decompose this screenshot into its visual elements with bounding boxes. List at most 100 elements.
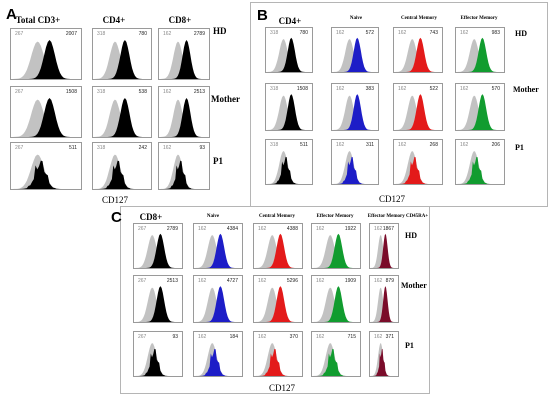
stained-mfi-label: 743 <box>429 30 438 36</box>
stained-mfi-label: 4727 <box>226 278 238 284</box>
isotype-mfi-label: 162 <box>163 145 172 151</box>
stained-curve <box>194 286 242 322</box>
stained-curve <box>93 160 151 189</box>
stained-curve <box>254 348 302 376</box>
histogram-c-mother-effector-memory-cd45ra: 162 879 <box>369 275 399 323</box>
histogram-b-mother-cd4: 318 1508 <box>265 83 313 131</box>
panel-a: A Total CD3+ CD4+ CD8+ HD Mother P1 CD12… <box>2 2 245 207</box>
stained-mfi-label: 2513 <box>166 278 178 284</box>
isotype-mfi-label: 162 <box>374 334 383 340</box>
histogram-plot <box>266 94 312 130</box>
panel-a-col-cd4: CD4+ <box>102 15 126 25</box>
histogram-a-hd-cd8: 162 2789 <box>158 28 210 80</box>
isotype-curve <box>254 235 302 268</box>
histogram-plot <box>93 154 151 189</box>
histogram-c-hd-naive: 162 4384 <box>193 223 243 269</box>
isotype-curve <box>456 95 504 130</box>
histogram-b-hd-cd4: 318 780 <box>265 27 313 73</box>
histogram-plot <box>394 37 442 72</box>
histogram-b-p1-central-memory: 162 268 <box>393 139 443 185</box>
stained-curve <box>312 286 360 322</box>
histogram-plot <box>134 233 182 268</box>
histogram-plot <box>312 286 360 322</box>
isotype-curve <box>159 99 209 137</box>
isotype-curve <box>11 99 81 137</box>
stained-mfi-label: 780 <box>299 30 308 36</box>
isotype-curve <box>456 39 504 72</box>
panel-a-col-cd8: CD8+ <box>168 15 192 25</box>
isotype-mfi-label: 318 <box>97 31 106 37</box>
histogram-b-p1-naive: 162 311 <box>331 139 379 185</box>
histogram-c-hd-cd8: 267 2789 <box>133 223 183 269</box>
isotype-curve <box>194 287 242 322</box>
stained-mfi-label: 1508 <box>296 86 308 92</box>
stained-curve <box>370 233 398 268</box>
stained-mfi-label: 511 <box>300 142 308 148</box>
stained-curve <box>134 348 182 376</box>
isotype-mfi-label: 162 <box>336 30 345 36</box>
histogram-c-p1-central-memory: 162 370 <box>253 331 303 377</box>
histogram-b-mother-effector-memory: 162 570 <box>455 83 505 131</box>
stained-mfi-label: 879 <box>385 278 394 284</box>
histogram-plot <box>194 233 242 268</box>
isotype-mfi-label: 162 <box>374 278 383 284</box>
panel-c: C CD8+ Naive Central Memory Effector Mem… <box>111 206 430 394</box>
panel-b-row-mother: Mother <box>513 85 539 94</box>
histogram-b-mother-naive: 162 383 <box>331 83 379 131</box>
isotype-mfi-label: 162 <box>460 142 469 148</box>
stained-mfi-label: 4384 <box>226 226 238 232</box>
stained-curve <box>456 37 504 72</box>
panel-b-row-hd: HD <box>515 29 527 38</box>
histogram-b-hd-effector-memory: 162 983 <box>455 27 505 73</box>
isotype-curve <box>11 41 81 79</box>
histogram-plot <box>11 98 81 137</box>
isotype-curve <box>332 95 378 130</box>
histogram-plot <box>93 98 151 137</box>
histogram-a-p1-cd4: 318 242 <box>92 142 152 190</box>
isotype-curve <box>394 151 442 184</box>
panel-b-row-p1: P1 <box>515 143 524 152</box>
histogram-a-hd-total-cd3: 267 2007 <box>10 28 82 80</box>
isotype-curve <box>93 41 151 79</box>
isotype-curve <box>370 343 398 376</box>
histogram-a-mother-cd4: 318 538 <box>92 86 152 138</box>
histogram-b-hd-naive: 162 572 <box>331 27 379 73</box>
histogram-plot <box>254 286 302 322</box>
histogram-plot <box>456 151 504 184</box>
isotype-mfi-label: 318 <box>97 89 106 95</box>
isotype-curve <box>266 39 312 72</box>
stained-mfi-label: 1508 <box>65 89 77 95</box>
isotype-mfi-label: 267 <box>138 226 147 232</box>
histogram-a-mother-cd8: 162 2513 <box>158 86 210 138</box>
histogram-c-hd-central-memory: 162 4388 <box>253 223 303 269</box>
stained-mfi-label: 522 <box>429 86 438 92</box>
panel-a-row-hd: HD <box>213 26 227 36</box>
histogram-plot <box>332 94 378 130</box>
isotype-mfi-label: 267 <box>15 31 24 37</box>
stained-mfi-label: 2789 <box>193 31 205 37</box>
isotype-curve <box>266 151 312 184</box>
isotype-curve <box>312 235 360 268</box>
stained-curve <box>312 348 360 376</box>
isotype-curve <box>159 154 209 189</box>
isotype-mfi-label: 318 <box>270 30 279 36</box>
histogram-plot <box>134 343 182 376</box>
histogram-plot <box>332 151 378 184</box>
stained-mfi-label: 572 <box>365 30 374 36</box>
isotype-mfi-label: 162 <box>198 278 207 284</box>
stained-curve <box>93 98 151 137</box>
histogram-plot <box>312 343 360 376</box>
isotype-curve <box>266 95 312 130</box>
isotype-curve <box>93 154 151 189</box>
histogram-plot <box>93 40 151 79</box>
stained-mfi-label: 780 <box>138 31 147 37</box>
isotype-mfi-label: 162 <box>258 278 267 284</box>
stained-curve <box>266 94 312 130</box>
stained-curve <box>370 286 398 322</box>
stained-mfi-label: 242 <box>138 145 147 151</box>
isotype-curve <box>370 235 398 268</box>
isotype-mfi-label: 318 <box>97 145 106 151</box>
isotype-mfi-label: 162 <box>374 226 383 232</box>
isotype-curve <box>93 99 151 137</box>
isotype-mfi-label: 162 <box>398 30 407 36</box>
